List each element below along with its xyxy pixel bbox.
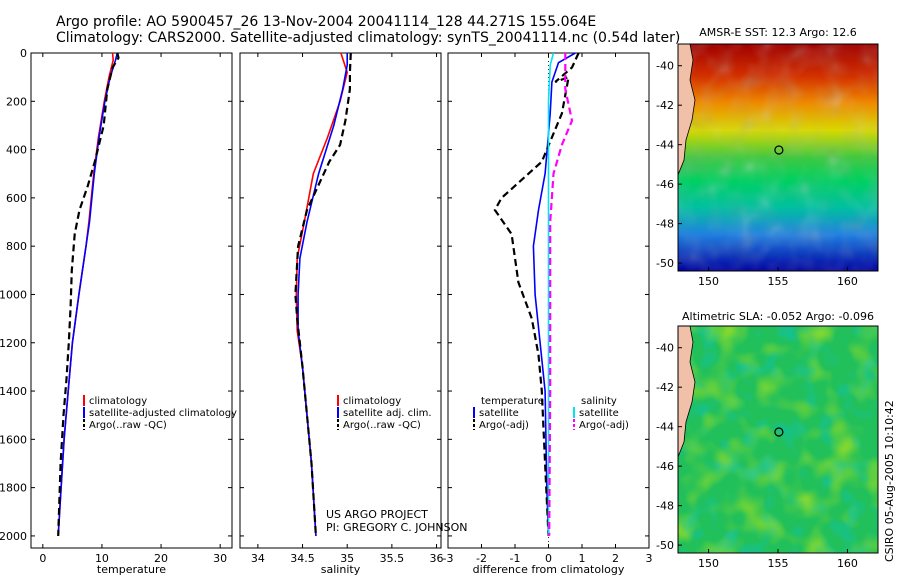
- diff-xtick-label: 3: [646, 552, 653, 565]
- diff-legend-temp-satellite-label: satellite: [479, 408, 519, 419]
- sal-legend-satellite-label: satellite adj. clim.: [343, 408, 432, 419]
- temp-ytick-label: 200: [6, 95, 27, 108]
- temp-legend-satellite-label: satellite-adjusted climatology: [89, 408, 237, 419]
- sst-axes-ytick-label: -42: [656, 99, 674, 112]
- sal-legend-argo-label: Argo(..raw -QC): [343, 420, 421, 431]
- sla-coastline: [678, 326, 696, 458]
- diff-series-line: [532, 52, 576, 536]
- diff-xtick-label: 2: [612, 552, 619, 565]
- temp-plot-frame: [30, 52, 233, 549]
- sal-xtick-label: 34.5: [290, 552, 315, 565]
- diff-legend-sal-argo-label: Argo(-adj): [579, 420, 629, 431]
- diff-xtick-label: -3: [443, 552, 454, 565]
- sla-axes-xtick-label: 150: [698, 557, 719, 570]
- sal-series-line: [297, 53, 348, 536]
- temp-ytick-label: 0: [20, 47, 27, 60]
- sla-argo-marker: [774, 427, 784, 437]
- sla-axes-xtick-label: 160: [837, 557, 858, 570]
- temp-xtick-label: 10: [95, 552, 109, 565]
- salinity-panel: 34 34.5 35 35.5 36 salinity climatologysatelli…: [239, 52, 444, 576]
- temp-xtick-label: 20: [154, 552, 168, 565]
- diff-xtick-label: -1: [510, 552, 521, 565]
- sal-xlabel: salinity: [321, 563, 361, 576]
- diff-legend-sal-satellite-label: satellite: [579, 408, 619, 419]
- temp-ytick-label: 1400: [0, 385, 27, 398]
- sst-axes-ytick-label: -50: [656, 257, 674, 270]
- diff-series-line: [548, 53, 574, 536]
- diff-xtick-label: -2: [476, 552, 487, 565]
- sal-xtick-label: 35.5: [380, 552, 405, 565]
- figure-title-line1: Argo profile: AO 5900457_26 13-Nov-2004 …: [56, 14, 597, 30]
- sla-axes-ytick-label: -40: [656, 342, 674, 355]
- sst-texture: [678, 44, 878, 271]
- sla-axes-xtick-label: 155: [768, 557, 789, 570]
- project-line1: US ARGO PROJECT: [326, 508, 428, 521]
- temp-ytick-label: 600: [6, 192, 27, 205]
- sal-plot-frame: [239, 52, 442, 549]
- sal-series-line: [294, 52, 352, 536]
- sst-axes-xtick-label: 150: [698, 275, 719, 288]
- temp-ytick-label: 800: [6, 240, 27, 253]
- sla-axes-ytick-label: -44: [656, 421, 674, 434]
- sal-legend-climatology-label: climatology: [343, 396, 401, 407]
- temp-ytick-label: 400: [6, 144, 27, 157]
- sla-axes-ytick-label: -48: [656, 500, 674, 513]
- diff-xlabel: difference from climatology: [473, 563, 625, 576]
- sst-axes-ytick-label: -46: [656, 178, 674, 191]
- diff-legend-temp-argo-label: Argo(-adj): [479, 420, 529, 431]
- temp-ytick-label: 1600: [0, 433, 27, 446]
- sla-axes-ytick-label: -50: [656, 539, 674, 552]
- sla-axes-ytick-label: -46: [656, 460, 674, 473]
- temp-ytick-label: 1800: [0, 482, 27, 495]
- temp-xtick-label: 30: [213, 552, 227, 565]
- diff-legend-sal-heading: salinity: [581, 396, 617, 407]
- sst-argo-marker: [774, 145, 784, 155]
- diff-legend-temp-heading: temperature: [481, 396, 544, 407]
- sal-xtick-label: 34: [251, 552, 265, 565]
- sst-axes-xtick-label: 160: [837, 275, 858, 288]
- difference-panel: -3 -2 -1 0 1 2 3 difference from climatology tem…: [443, 52, 653, 576]
- temp-series-line: [57, 52, 120, 536]
- timestamp-text: CSIRO 05-Aug-2005 10:10:42: [883, 400, 896, 562]
- diff-series-line: [547, 52, 555, 536]
- temp-xlabel: temperature: [97, 563, 166, 576]
- temp-ytick-label: 1200: [0, 337, 27, 350]
- sla-map-title: Altimetric SLA: -0.052 Argo: -0.096: [682, 310, 874, 323]
- temp-series-line: [57, 52, 119, 536]
- temp-legend-climatology-label: climatology: [89, 396, 147, 407]
- diff-xtick-label: 0: [545, 552, 552, 565]
- sst-axes-ytick-label: -48: [656, 218, 674, 231]
- temp-xtick-label: 0: [39, 552, 46, 565]
- sla-axes-ytick-label: -42: [656, 381, 674, 394]
- sla-texture-blue: [678, 326, 878, 553]
- sal-xtick-label: 35: [340, 552, 354, 565]
- project-line2: PI: GREGORY C. JOHNSON: [326, 521, 467, 534]
- sst-map-title: AMSR-E SST: 12.3 Argo: 12.6: [699, 26, 857, 39]
- temperature-panel: 0 10 20 30 temperature 0 200 400 600 800 1000 1200 1…: [0, 47, 237, 576]
- sst-axes-xtick-label: 155: [768, 275, 789, 288]
- sst-axes-ytick-label: -40: [656, 60, 674, 73]
- sst-coastline: [678, 44, 696, 176]
- sal-xtick-label: 36: [430, 552, 444, 565]
- temp-legend-argo-label: Argo(..raw -QC): [89, 420, 167, 431]
- sst-axes-ytick-label: -44: [656, 139, 674, 152]
- temp-ytick-label: 2000: [0, 530, 27, 543]
- sla-axes: 150 155 160 -40 -42 -44 -46 -48 -50: [656, 342, 858, 570]
- temp-ytick-label: 1000: [0, 288, 27, 301]
- sla-map-panel: [677, 325, 879, 554]
- figure-title-line2: Climatology: CARS2000. Satellite-adjuste…: [56, 30, 681, 46]
- sst-map-panel: [677, 43, 879, 272]
- sst-axes: 150 155 160 -40 -42 -44 -46 -48 -50: [656, 60, 858, 288]
- diff-xtick-label: 1: [579, 552, 586, 565]
- diff-series-line: [493, 52, 580, 536]
